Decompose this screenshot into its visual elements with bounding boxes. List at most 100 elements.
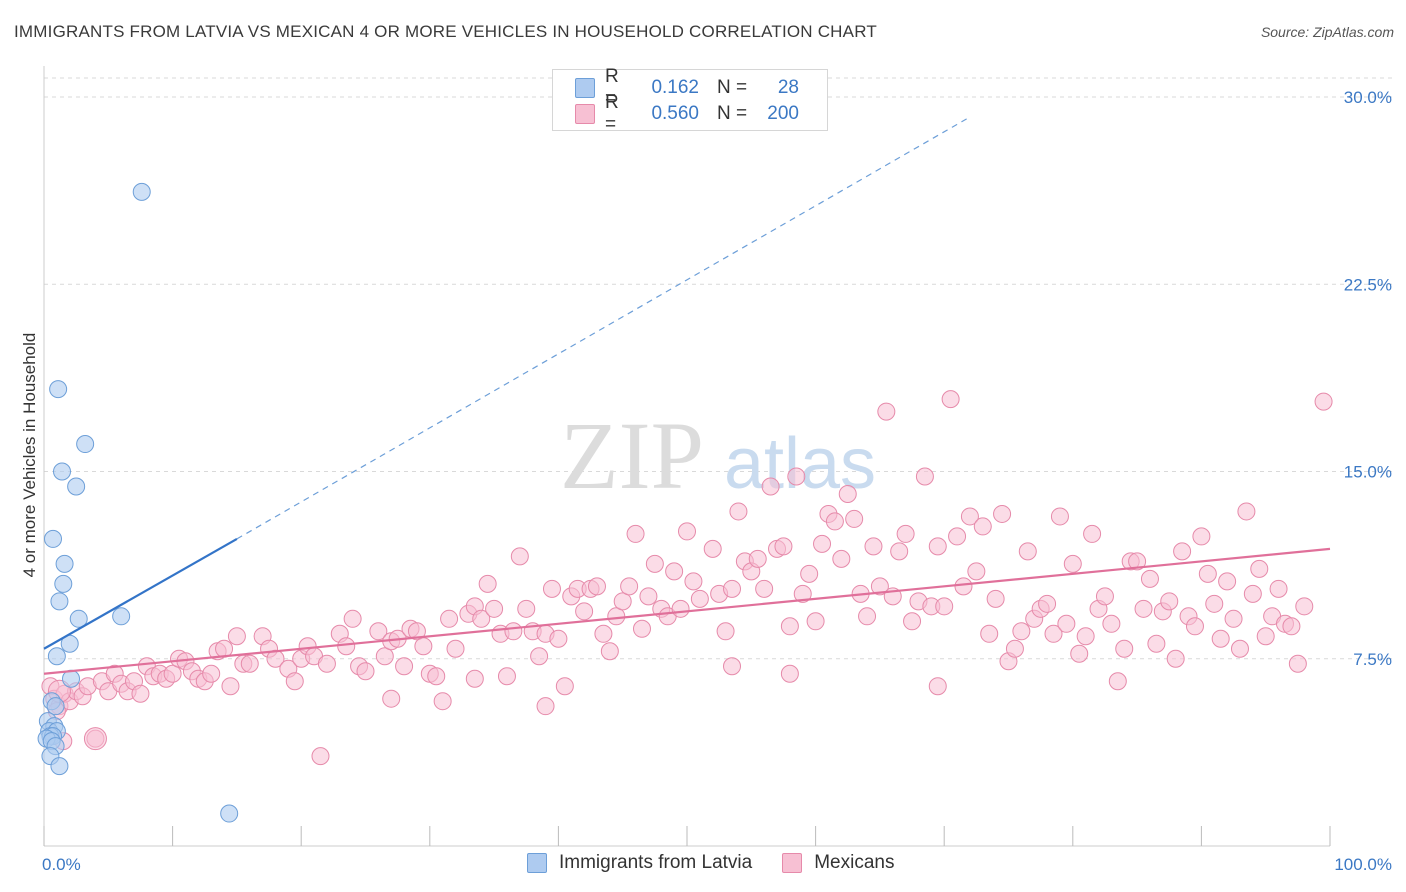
mexicans-point: [472, 609, 491, 628]
mexicans-point: [202, 664, 221, 683]
mexicans-point: [311, 747, 330, 766]
series-legend-latvia[interactable]: Immigrants from Latvia: [527, 852, 752, 874]
mexicans-point: [1256, 627, 1275, 646]
y-axis-label: 4 or more Vehicles in Household: [20, 332, 39, 578]
mexicans-point: [903, 612, 922, 631]
mexicans-point: [960, 507, 979, 526]
mexicans-point: [632, 619, 651, 638]
mexicans-point: [877, 402, 896, 421]
mexicans-point: [575, 602, 594, 621]
latvia-point: [47, 647, 66, 666]
grid-lines: [44, 77, 1392, 660]
mexicans-point: [915, 467, 934, 486]
latvia-point: [76, 435, 95, 454]
mexicans-point: [587, 577, 606, 596]
mexicans-point: [986, 589, 1005, 608]
mexicans-point: [787, 467, 806, 486]
mexicans-point: [356, 662, 375, 681]
mexicans-point: [382, 689, 401, 708]
mexicans-point: [800, 564, 819, 583]
mexicans-point: [221, 677, 240, 696]
mexicans-point: [703, 539, 722, 558]
mexicans-point: [973, 517, 992, 536]
legend-r-value: 0.162: [651, 77, 699, 98]
mexicans-point: [935, 597, 954, 616]
mexicans-point: [1038, 594, 1057, 613]
mexicans-point: [1063, 554, 1082, 573]
mexicans-point: [948, 527, 967, 546]
mexicans-point: [337, 637, 356, 656]
mexicans-point: [1211, 629, 1230, 648]
mexicans-point: [690, 589, 709, 608]
trend-lines: [43, 116, 1331, 675]
mexicans-point: [813, 534, 832, 553]
mexicans-trend-line: [43, 547, 1331, 675]
latvia-point: [50, 592, 69, 611]
latvia-trend-line: [43, 537, 238, 650]
mexicans-point: [761, 477, 780, 496]
mexicans-point: [1218, 572, 1237, 591]
mexicans-point: [780, 617, 799, 636]
mexicans-point: [1095, 587, 1114, 606]
mexicans-point: [427, 667, 446, 686]
mexicans-point: [639, 587, 658, 606]
mexicans-point: [504, 622, 523, 641]
mexicans-point: [1076, 627, 1095, 646]
mexicans-point: [723, 579, 742, 598]
legend-n-value: 200: [767, 103, 799, 124]
mexicans-point: [607, 607, 626, 626]
mexicans-point: [163, 664, 182, 683]
mexicans-point: [594, 624, 613, 643]
mexicans-point: [1250, 559, 1269, 578]
mexicans-point: [1166, 649, 1185, 668]
mexicans-point: [1230, 639, 1249, 658]
mexicans-point: [497, 667, 516, 686]
mexicans-point: [317, 654, 336, 673]
mexicans-point: [716, 622, 735, 641]
mexicans-point: [678, 522, 696, 541]
mexicans-point: [1050, 507, 1069, 526]
y-tick-label: 30.0%: [1344, 88, 1392, 107]
mexicans-point: [928, 537, 947, 556]
mexicans-point: [993, 504, 1012, 523]
mexicans-point: [414, 637, 433, 656]
legend-row-mexicans: R = 0.560 N = 200: [575, 92, 799, 135]
x-tick-label: 0.0%: [42, 855, 81, 874]
latvia-point: [53, 462, 72, 481]
mexicans-points: [41, 390, 1333, 766]
mexicans-point: [485, 599, 504, 618]
mexicans-point: [542, 579, 561, 598]
mexicans-point: [838, 484, 857, 503]
mexicans-point: [684, 572, 703, 591]
legend-r-value: 0.560: [651, 103, 699, 124]
mexicans-point: [1012, 622, 1031, 641]
mexicans-point: [1083, 524, 1102, 543]
mexicans-point: [536, 697, 555, 716]
latvia-point: [69, 609, 88, 628]
latvia-point: [46, 697, 65, 716]
mexicans-point: [1185, 617, 1204, 636]
mexicans-point: [1115, 639, 1134, 658]
mexicans-point: [748, 549, 767, 568]
mexicans-point: [780, 664, 799, 683]
legend-n-label: N =: [717, 77, 748, 98]
x-tick-label: 100.0%: [1334, 855, 1392, 874]
mexicans-point: [1288, 654, 1307, 673]
mexicans-point: [1192, 527, 1211, 546]
mexicans-point: [928, 677, 947, 696]
mexicans-point: [845, 509, 864, 528]
series-legend-mexicans[interactable]: Mexicans: [782, 852, 894, 874]
mexicans-point: [1173, 542, 1192, 561]
mexicans-point: [1044, 624, 1063, 643]
mexicans-point: [645, 554, 664, 573]
y-tick-label: 22.5%: [1344, 275, 1392, 294]
y-tick-label: 7.5%: [1353, 650, 1392, 669]
legend-n-value: 28: [777, 77, 799, 98]
latvia-trend-extension: [236, 116, 971, 540]
mexicans-point: [1198, 564, 1217, 583]
latvia-points: [37, 182, 239, 823]
mexicans-point: [954, 577, 973, 596]
mexicans-point: [1005, 639, 1024, 658]
mexicans-point: [729, 502, 748, 521]
